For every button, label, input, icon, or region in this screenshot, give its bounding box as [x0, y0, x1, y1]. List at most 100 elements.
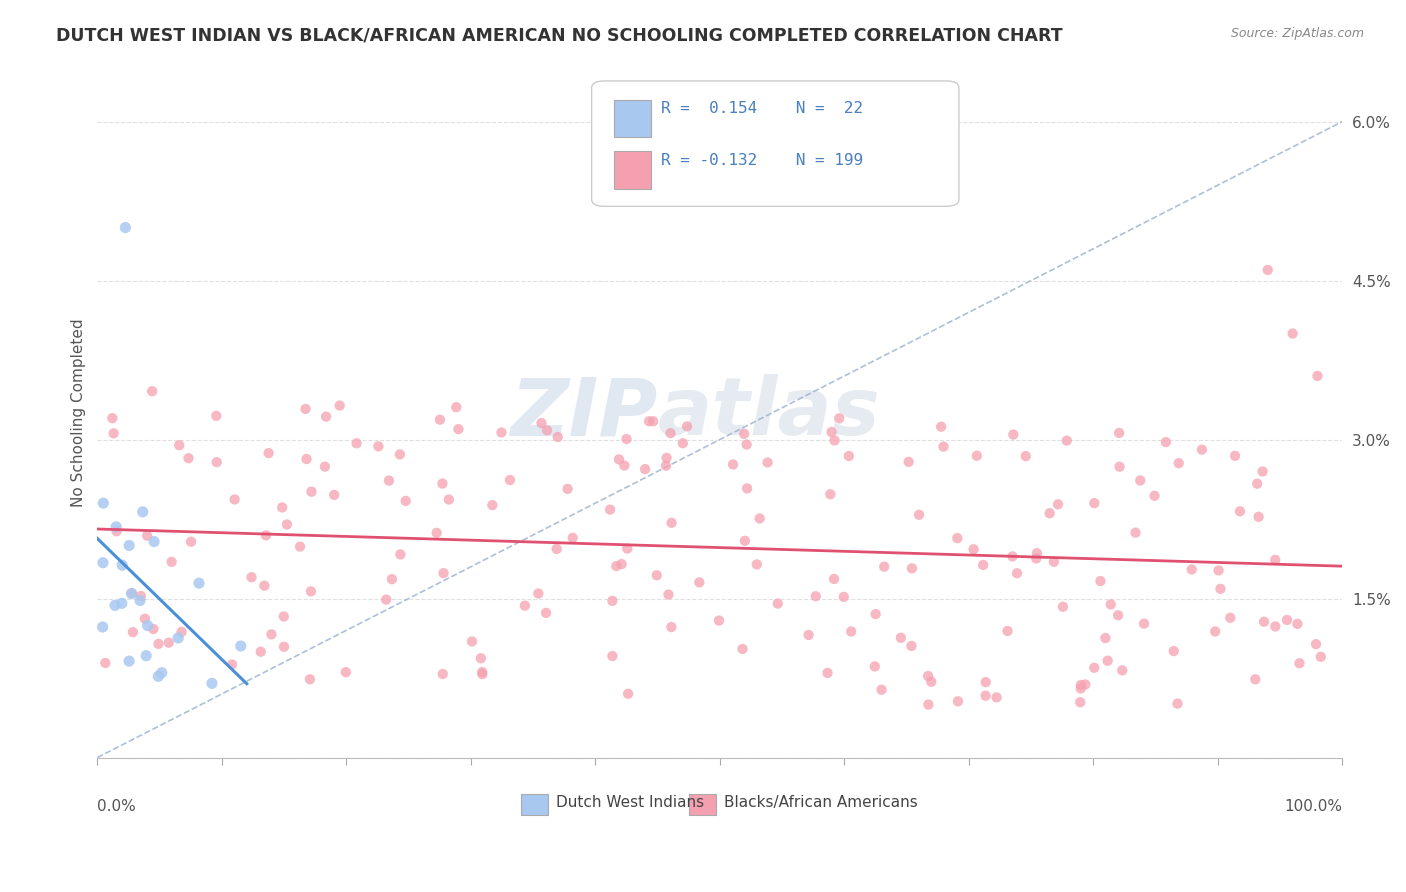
Point	[820, 487, 842, 501]
Point	[832, 590, 855, 604]
Bar	[689, 794, 716, 814]
Point	[180, 534, 202, 549]
Point	[91, 496, 114, 510]
Point	[471, 667, 494, 681]
Point	[1246, 476, 1268, 491]
Point	[1133, 616, 1156, 631]
Point	[378, 474, 401, 488]
Point	[547, 430, 569, 444]
Point	[561, 531, 583, 545]
Point	[1083, 661, 1105, 675]
Point	[1025, 551, 1047, 566]
Point	[901, 561, 924, 575]
Point	[253, 579, 276, 593]
Point	[1281, 326, 1303, 341]
Point	[655, 458, 678, 473]
Point	[167, 438, 190, 452]
Point	[298, 673, 321, 687]
Point	[257, 446, 280, 460]
Point	[118, 538, 141, 552]
Point	[1251, 465, 1274, 479]
Point	[314, 459, 336, 474]
Point	[1026, 546, 1049, 560]
Point	[1275, 613, 1298, 627]
Point	[254, 528, 277, 542]
Point	[167, 631, 190, 645]
Point	[865, 607, 887, 621]
Point	[721, 458, 744, 472]
Point	[1070, 678, 1092, 692]
Point	[335, 665, 357, 680]
Point	[616, 541, 638, 556]
Point	[276, 517, 298, 532]
Text: DUTCH WEST INDIAN VS BLACK/AFRICAN AMERICAN NO SCHOOLING COMPLETED CORRELATION C: DUTCH WEST INDIAN VS BLACK/AFRICAN AMERI…	[56, 27, 1063, 45]
Point	[388, 447, 411, 461]
Point	[432, 667, 454, 681]
Point	[1002, 427, 1025, 442]
Point	[395, 494, 418, 508]
Point	[104, 599, 127, 613]
Point	[1094, 631, 1116, 645]
Point	[557, 482, 579, 496]
Point	[1125, 525, 1147, 540]
Point	[1069, 695, 1091, 709]
Point	[1143, 489, 1166, 503]
Point	[1015, 449, 1038, 463]
Point	[1229, 504, 1251, 518]
Point	[1204, 624, 1226, 639]
Point	[688, 575, 710, 590]
Point	[1046, 497, 1069, 511]
Point	[734, 533, 756, 548]
Point	[1264, 553, 1286, 567]
Point	[105, 520, 128, 534]
Point	[1039, 506, 1062, 520]
Point	[513, 599, 536, 613]
Point	[221, 657, 243, 672]
Point	[745, 558, 768, 572]
Point	[932, 440, 955, 454]
Bar	[520, 794, 548, 814]
Point	[672, 436, 695, 450]
Point	[1005, 566, 1028, 581]
Text: 100.0%: 100.0%	[1285, 799, 1343, 814]
Point	[634, 462, 657, 476]
Point	[613, 458, 636, 473]
Point	[315, 409, 337, 424]
Point	[1107, 608, 1129, 623]
Bar	[614, 100, 651, 137]
Point	[1257, 263, 1279, 277]
Point	[873, 559, 896, 574]
Point	[1191, 442, 1213, 457]
Point	[599, 502, 621, 516]
Point	[142, 622, 165, 636]
Point	[122, 625, 145, 640]
Text: 0.0%: 0.0%	[97, 799, 136, 814]
Point	[838, 449, 860, 463]
Point	[797, 628, 820, 642]
Point	[735, 437, 758, 451]
Point	[974, 689, 997, 703]
Point	[249, 645, 271, 659]
Point	[260, 627, 283, 641]
Point	[1223, 449, 1246, 463]
Point	[946, 694, 969, 708]
Point	[1111, 664, 1133, 678]
Point	[900, 639, 922, 653]
Point	[657, 588, 679, 602]
Point	[1083, 496, 1105, 510]
Point	[735, 482, 758, 496]
Point	[605, 559, 627, 574]
Point	[1070, 681, 1092, 696]
Point	[429, 412, 451, 426]
Point	[94, 656, 117, 670]
Point	[1056, 434, 1078, 448]
Point	[536, 423, 558, 437]
Point	[972, 558, 994, 572]
Point	[616, 432, 638, 446]
Point	[224, 492, 246, 507]
FancyBboxPatch shape	[592, 81, 959, 206]
Point	[962, 542, 984, 557]
Point	[240, 570, 263, 584]
Point	[1099, 598, 1122, 612]
Point	[499, 473, 522, 487]
